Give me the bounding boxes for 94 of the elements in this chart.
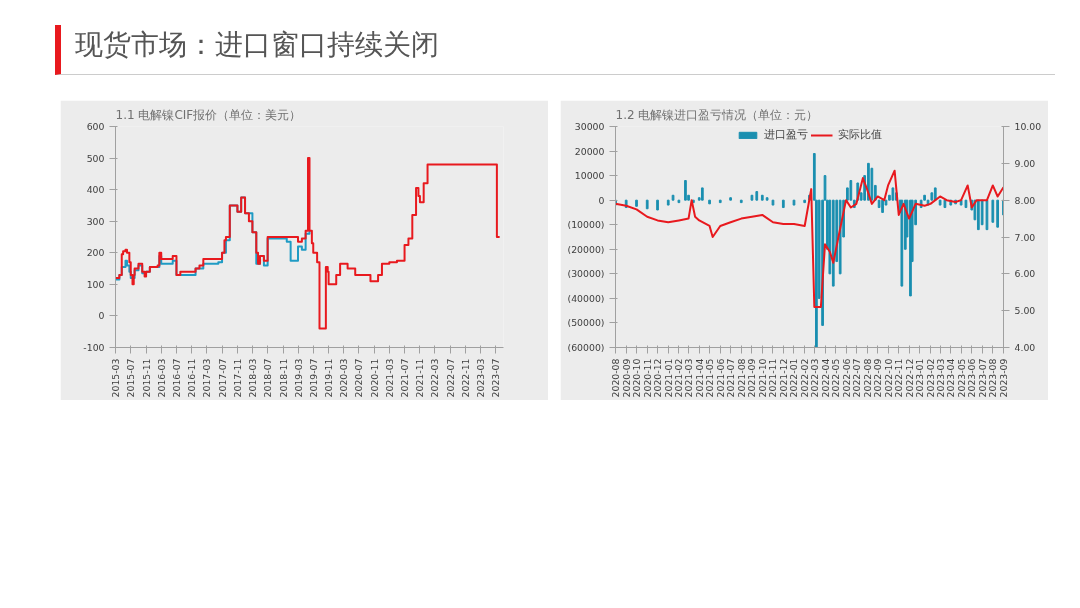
x-tick-label: 2021-05: [704, 358, 716, 398]
x-tick-label: 2022-04: [819, 358, 831, 398]
x-tick-label: 2022-03: [808, 358, 820, 398]
x-tick-label: 2021-02: [673, 358, 685, 398]
x-tick-label: 2023-07: [490, 358, 502, 398]
y-tick-label: 30000: [574, 121, 605, 132]
y2-tick-label: 10.00: [1014, 121, 1042, 132]
y-tick-label: 300: [86, 215, 105, 227]
x-tick-label: 2022-03: [429, 358, 441, 398]
y2-tick-label: 8.00: [1014, 194, 1036, 206]
y-tick-label: 500: [86, 152, 105, 164]
chart-title: 1.1 电解镍CIF报价（单位：美元）: [115, 107, 302, 122]
y-tick-label: 20000: [574, 145, 605, 157]
x-tick-label: 2021-03: [683, 358, 695, 398]
x-tick-label: 2023-01: [914, 358, 926, 398]
x-tick-label: 2021-06: [714, 358, 726, 398]
x-tick-label: 2021-08: [735, 358, 747, 398]
x-tick-label: 2020-11: [641, 358, 653, 398]
y2-tick-label: 6.00: [1014, 268, 1036, 280]
x-tick-label: 2023-02: [924, 358, 936, 398]
x-tick-label: 2015-07: [125, 358, 137, 398]
chart-title: 1.2 电解镍进口盈亏情况（单位：元）: [615, 107, 819, 122]
x-tick-label: 2015-03: [110, 358, 121, 398]
x-tick-label: 2023-03: [475, 358, 487, 398]
x-tick-label: 2022-06: [840, 358, 852, 398]
x-tick-label: 2020-07: [353, 358, 365, 398]
y2-tick-label: 9.00: [1014, 157, 1036, 169]
x-tick-label: 2022-08: [861, 358, 873, 398]
y-tick-label: 100: [86, 278, 105, 290]
y-tick-label: (50000): [567, 317, 605, 329]
x-tick-label: 2021-03: [383, 358, 395, 398]
y-tick-label: 200: [86, 247, 105, 259]
y-tick-label: (10000): [567, 219, 605, 231]
x-tick-label: 2022-11: [893, 358, 905, 398]
x-tick-label: 2021-09: [746, 358, 758, 398]
x-tick-label: 2023-08: [987, 358, 999, 398]
y-tick-label: (60000): [567, 342, 605, 353]
x-tick-label: 2018-03: [246, 358, 258, 398]
x-tick-label: 2021-04: [693, 358, 705, 398]
x-tick-label: 2022-07: [850, 358, 862, 398]
y-tick-label: -100: [83, 342, 105, 353]
x-tick-label: 2018-11: [277, 358, 289, 398]
x-tick-label: 2016-03: [155, 358, 167, 398]
x-tick-label: 2022-11: [460, 358, 472, 398]
x-tick-label: 2020-03: [338, 358, 350, 398]
y-tick-label: (20000): [567, 243, 605, 255]
x-tick-label: 2020-08: [610, 358, 621, 398]
y2-tick-label: 7.00: [1014, 231, 1036, 243]
x-tick-label: 2023-05: [955, 358, 967, 398]
y2-tick-label: 4.00: [1014, 342, 1036, 353]
x-tick-label: 2020-12: [652, 358, 664, 398]
x-tick-label: 2023-09: [998, 358, 1009, 398]
x-tick-label: 2021-07: [725, 358, 737, 398]
x-tick-label: 2017-03: [201, 358, 213, 398]
x-tick-label: 2023-03: [934, 358, 946, 398]
x-tick-label: 2021-10: [756, 358, 768, 398]
x-tick-label: 2022-01: [788, 358, 800, 398]
x-tick-label: 2021-07: [399, 358, 411, 398]
y-tick-label: (30000): [567, 268, 605, 280]
legend-label: 实际比值: [837, 128, 882, 142]
x-tick-label: 2022-02: [799, 358, 811, 398]
x-tick-label: 2019-07: [307, 358, 319, 398]
x-tick-label: 2019-11: [323, 358, 335, 398]
y-tick-label: 400: [86, 184, 105, 196]
x-tick-label: 2021-11: [767, 358, 779, 398]
x-tick-label: 2022-05: [829, 358, 841, 398]
x-tick-label: 2016-11: [186, 358, 198, 398]
x-tick-label: 2023-06: [966, 358, 978, 398]
y-tick-label: 600: [86, 121, 105, 132]
x-tick-label: 2018-07: [262, 358, 274, 398]
x-tick-label: 2021-12: [777, 358, 789, 398]
x-tick-label: 2022-07: [444, 358, 456, 398]
x-tick-label: 2020-10: [631, 358, 643, 398]
x-tick-label: 2020-11: [368, 358, 380, 398]
x-tick-label: 2022-09: [872, 358, 884, 398]
x-tick-label: 2022-12: [903, 358, 915, 398]
text: 现货市场：进口窗口持续关闭: [75, 27, 439, 63]
x-tick-label: 2019-03: [292, 358, 304, 398]
legend-label: 进口盈亏: [763, 128, 808, 142]
x-tick-label: 2017-11: [231, 358, 243, 398]
y-tick-label: 10000: [574, 170, 605, 182]
x-tick-label: 2017-07: [216, 358, 228, 398]
x-tick-label: 2023-04: [945, 358, 957, 398]
x-tick-label: 2020-09: [620, 358, 632, 398]
x-tick-label: 2021-01: [662, 358, 674, 398]
y-tick-label: 0: [598, 194, 605, 206]
x-tick-label: 2023-07: [976, 358, 988, 398]
x-tick-label: 2015-11: [140, 358, 152, 398]
y2-tick-label: 5.00: [1014, 305, 1036, 317]
x-tick-label: 2016-07: [170, 358, 182, 398]
y-tick-label: (40000): [567, 292, 605, 304]
x-tick-label: 2021-11: [414, 358, 426, 398]
y-tick-label: 0: [98, 310, 105, 322]
x-tick-label: 2022-10: [882, 358, 894, 398]
